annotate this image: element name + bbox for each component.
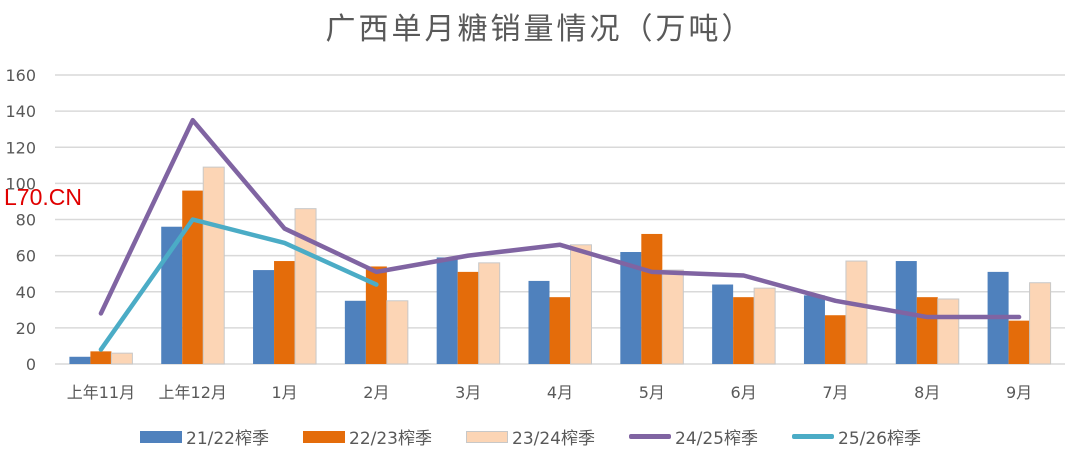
x-tick-label: 6月 xyxy=(731,383,757,402)
bar xyxy=(274,261,296,364)
y-tick-label: 140 xyxy=(5,102,36,121)
bar xyxy=(803,295,825,364)
bar xyxy=(365,266,387,364)
legend-item-2223: 22/23榨季 xyxy=(303,424,432,449)
bar xyxy=(733,297,755,364)
line-series xyxy=(98,117,1022,320)
legend-label: 22/23榨季 xyxy=(349,429,432,449)
x-axis: 上年11月 上年12月 1月 2月 3月 4月 5月 6月 7月 8月 9月 xyxy=(67,383,1032,402)
bar xyxy=(641,233,663,364)
legend-swatch-icon xyxy=(140,430,182,443)
bar xyxy=(110,352,133,365)
x-tick-label: 上年12月 xyxy=(159,383,227,402)
x-tick-label: 上年11月 xyxy=(67,383,135,402)
legend-swatch-icon xyxy=(303,430,345,443)
legend-item-2526: 25/26榨季 xyxy=(792,424,921,449)
x-tick-label: 7月 xyxy=(822,383,848,402)
bar xyxy=(436,257,458,364)
bar xyxy=(937,298,960,365)
y-tick-label: 0 xyxy=(26,355,36,374)
legend-item-2425: 24/25榨季 xyxy=(629,424,758,449)
x-tick-label: 2月 xyxy=(363,383,389,402)
y-tick-label: 100 xyxy=(5,174,36,193)
y-tick-label: 120 xyxy=(5,138,36,157)
chart-title: 广西单月糖销量情况（万吨） xyxy=(325,12,755,47)
legend-label: 24/25榨季 xyxy=(675,429,758,449)
x-tick-label: 8月 xyxy=(914,383,940,402)
bar xyxy=(69,356,91,364)
bar xyxy=(386,300,409,365)
bar xyxy=(294,208,317,365)
bar xyxy=(549,297,571,364)
bar xyxy=(620,252,642,364)
watermark: L70.CN xyxy=(4,184,82,210)
bar xyxy=(1008,320,1030,364)
legend-label: 21/22榨季 xyxy=(186,429,269,449)
y-tick-label: 40 xyxy=(16,283,36,302)
y-tick-label: 80 xyxy=(16,211,36,230)
legend-label: 25/26榨季 xyxy=(838,429,921,449)
bar xyxy=(916,297,938,364)
bar xyxy=(1029,282,1052,365)
bar xyxy=(253,270,275,364)
legend-line-icon xyxy=(629,434,671,439)
bar xyxy=(457,271,479,364)
bar xyxy=(712,284,734,364)
bar xyxy=(344,300,366,364)
y-tick-label: 60 xyxy=(16,247,36,266)
bar xyxy=(570,244,592,365)
bar xyxy=(90,351,112,364)
bar-series xyxy=(69,166,1052,365)
legend-swatch-icon xyxy=(466,430,508,443)
y-tick-label: 160 xyxy=(5,66,36,85)
bar xyxy=(753,287,776,365)
bar xyxy=(182,190,204,364)
y-tick-label: 20 xyxy=(16,319,36,338)
bar xyxy=(824,315,846,364)
legend-item-2122: 21/22榨季 xyxy=(140,424,269,449)
x-tick-label: 4月 xyxy=(547,383,573,402)
bar xyxy=(528,280,550,364)
bar xyxy=(202,166,225,365)
x-tick-label: 5月 xyxy=(639,383,665,402)
chart-legend: 21/22榨季 22/23榨季 23/24榨季 24/25榨季 25/26榨季 xyxy=(140,424,955,449)
line-series xyxy=(98,217,379,352)
bar xyxy=(478,262,501,365)
x-tick-label: 9月 xyxy=(1006,383,1032,402)
legend-item-2324: 23/24榨季 xyxy=(466,424,595,449)
x-tick-label: 1月 xyxy=(271,383,297,402)
bar xyxy=(161,226,183,364)
bar xyxy=(845,260,868,365)
bar xyxy=(661,269,684,365)
x-tick-label: 3月 xyxy=(455,383,481,402)
legend-label: 23/24榨季 xyxy=(512,429,595,449)
legend-line-icon xyxy=(792,434,834,439)
